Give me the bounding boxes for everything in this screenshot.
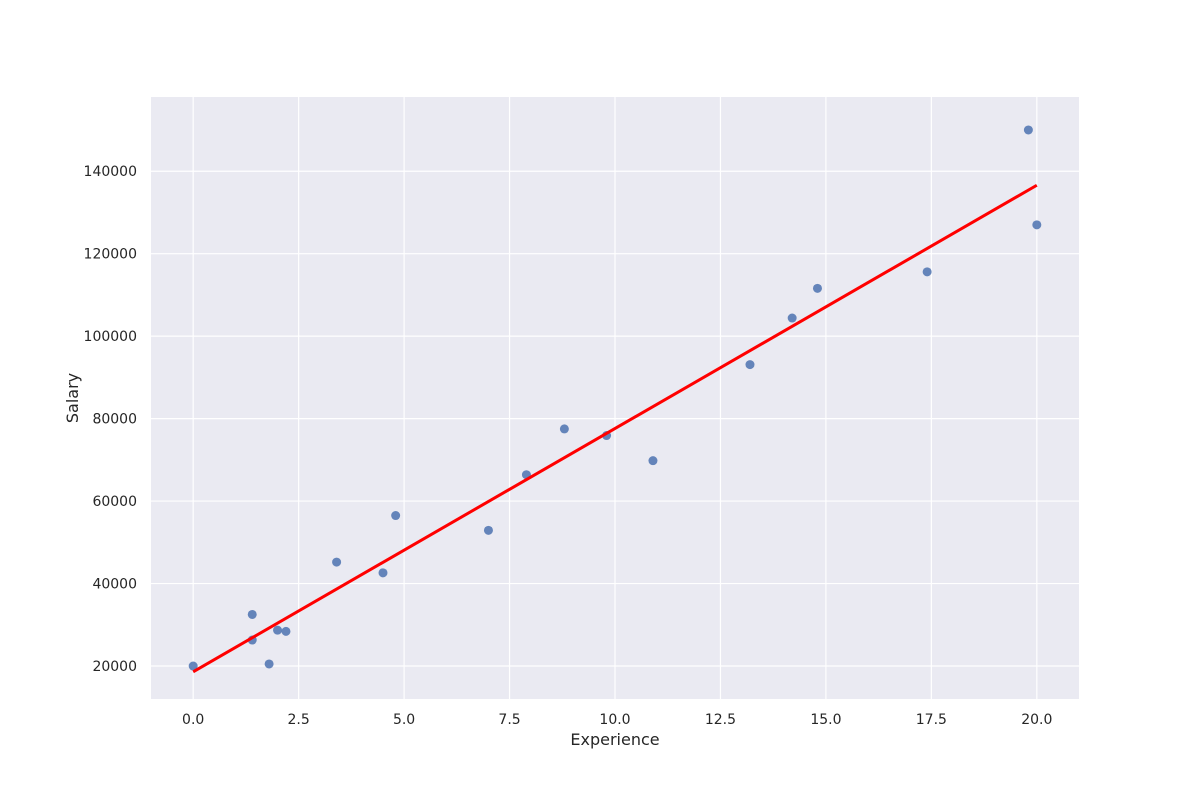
y-tick-labels: 20000 40000 60000 80000 100000 120000 140000 bbox=[84, 164, 137, 675]
regression-line-group bbox=[192, 183, 1038, 674]
data-point bbox=[391, 511, 401, 521]
data-point bbox=[1032, 220, 1042, 230]
y-axis-label: Salary bbox=[63, 373, 82, 423]
y-tick-label: 60000 bbox=[92, 494, 137, 510]
x-tick-label: 20.0 bbox=[1021, 712, 1052, 728]
y-tick-label: 140000 bbox=[84, 164, 137, 180]
y-tick-label: 20000 bbox=[92, 659, 137, 675]
data-point bbox=[273, 625, 283, 635]
data-point bbox=[745, 360, 755, 370]
y-tick-label: 40000 bbox=[92, 577, 137, 593]
data-point bbox=[559, 424, 569, 434]
data-point bbox=[188, 661, 198, 671]
data-point bbox=[264, 659, 274, 669]
data-point bbox=[922, 267, 932, 277]
data-point bbox=[483, 525, 493, 535]
x-axis-label: Experience bbox=[570, 730, 659, 749]
regression-line bbox=[192, 183, 1038, 674]
x-tick-label: 0.0 bbox=[182, 712, 204, 728]
x-tick-label: 2.5 bbox=[288, 712, 310, 728]
data-point bbox=[378, 568, 388, 578]
x-tick-label: 5.0 bbox=[393, 712, 415, 728]
data-point bbox=[787, 313, 797, 323]
data-point bbox=[812, 283, 822, 293]
x-tick-label: 7.5 bbox=[498, 712, 520, 728]
x-tick-label: 15.0 bbox=[810, 712, 841, 728]
x-tick-label: 10.0 bbox=[599, 712, 630, 728]
y-tick-label: 80000 bbox=[92, 412, 137, 428]
y-tick-label: 120000 bbox=[84, 247, 137, 263]
data-point bbox=[281, 626, 291, 636]
x-tick-label: 12.5 bbox=[705, 712, 736, 728]
x-tick-label: 17.5 bbox=[916, 712, 947, 728]
grid bbox=[151, 97, 1079, 699]
x-tick-labels: 0.0 2.5 5.0 7.5 10.0 12.5 15.0 17.5 20.0 bbox=[182, 712, 1052, 728]
data-point bbox=[648, 456, 658, 466]
data-point bbox=[247, 609, 257, 619]
y-tick-label: 100000 bbox=[84, 329, 137, 345]
data-point bbox=[1023, 125, 1033, 135]
data-point bbox=[332, 557, 342, 567]
